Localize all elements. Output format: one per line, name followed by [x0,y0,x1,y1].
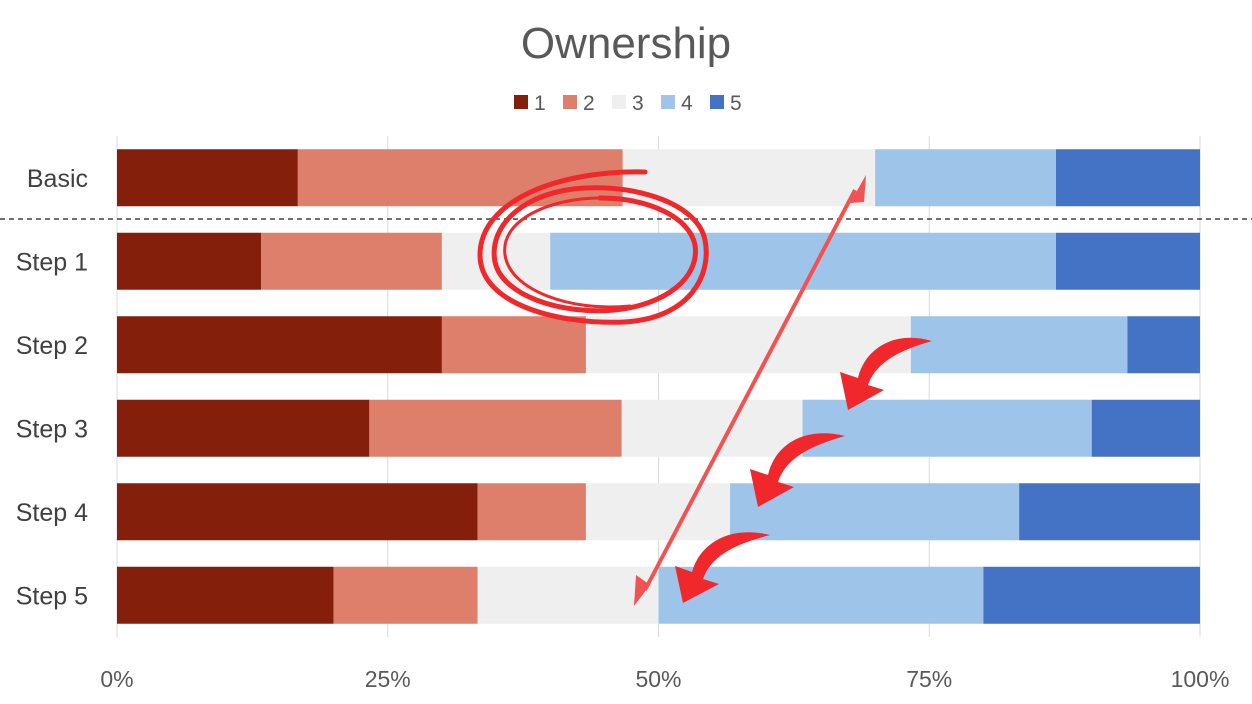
legend-swatch [514,95,528,109]
x-tick-label: 75% [906,666,952,692]
bar-segment-step-1-series-2 [261,232,442,290]
highlight-circle-stroke-2 [503,196,632,309]
double-arrow [634,175,866,606]
bar-segment-step-3-series-5 [1091,399,1200,457]
legend-label: 5 [730,92,742,115]
legend: 1 2 3 4 5 [514,92,742,115]
bar-segment-step-2-series-3 [585,316,911,374]
bars [117,149,1200,624]
bar-segment-step-2-series-5 [1127,316,1200,374]
bar-segment-step-1-series-1 [117,232,262,290]
category-labels: Basic Step 1 Step 2 Step 3 Step 4 Step 5 [16,165,88,611]
x-tick-labels: 0% 25% 50% 75% 100% [100,666,1229,692]
bar-segment-step-3-series-3 [621,399,803,457]
category-label: Step 1 [16,248,88,276]
legend-label: 3 [632,92,644,115]
bar-segment-basic-series-5 [1055,149,1200,207]
legend-label: 4 [681,92,693,115]
chart-title: Ownership [521,19,731,68]
bar-segment-step-3-series-2 [369,399,622,457]
highlight-circle [477,169,709,325]
bar-segment-basic-series-3 [622,149,876,207]
bar-segment-step-3-series-4 [802,399,1092,457]
legend-swatch [563,95,577,109]
legend-label: 1 [534,92,546,115]
bar-segment-step-3-series-1 [117,399,370,457]
bar-segment-step-5-series-5 [983,566,1200,624]
legend-label: 2 [583,92,595,115]
bar-segment-step-5-series-4 [658,566,984,624]
double-arrow-head-bottom [634,575,650,606]
x-tick-label: 25% [365,666,411,692]
bar-segment-step-2-series-4 [910,316,1128,374]
curved-arrow-2 [750,433,845,507]
x-tick-label: 50% [635,666,681,692]
bar-segment-step-2-series-1 [117,316,442,374]
category-label: Step 5 [16,582,88,610]
annotation-overlay [477,169,709,325]
bar-segment-step-5-series-3 [477,566,659,624]
bar-segment-basic-series-1 [117,149,298,207]
bar-segment-step-2-series-2 [441,316,586,374]
bar-segment-step-4-series-3 [585,483,730,541]
double-arrow-shaft [643,189,857,591]
bar-segment-step-4-series-5 [1019,483,1200,541]
bar-segment-step-1-series-5 [1055,232,1200,290]
double-arrow-head-top [850,175,866,203]
bar-segment-basic-series-4 [875,149,1056,207]
bar-segment-step-5-series-2 [333,566,478,624]
category-label: Basic [27,165,88,193]
category-label: Step 3 [16,415,88,443]
category-label: Step 4 [16,499,88,527]
legend-swatch [661,95,675,109]
bar-segment-step-1-series-4 [550,232,1056,290]
category-label: Step 2 [16,332,88,360]
legend-swatch [710,95,724,109]
bar-segment-step-4-series-1 [117,483,478,541]
x-tick-label: 0% [100,666,133,692]
curved-arrow-1 [840,337,932,410]
x-tick-label: 100% [1171,666,1230,692]
bar-segment-step-5-series-1 [117,566,334,624]
curved-arrow-3 [675,532,770,603]
bar-segment-step-4-series-2 [477,483,586,541]
curved-arrows [675,337,932,603]
legend-swatch [612,95,626,109]
